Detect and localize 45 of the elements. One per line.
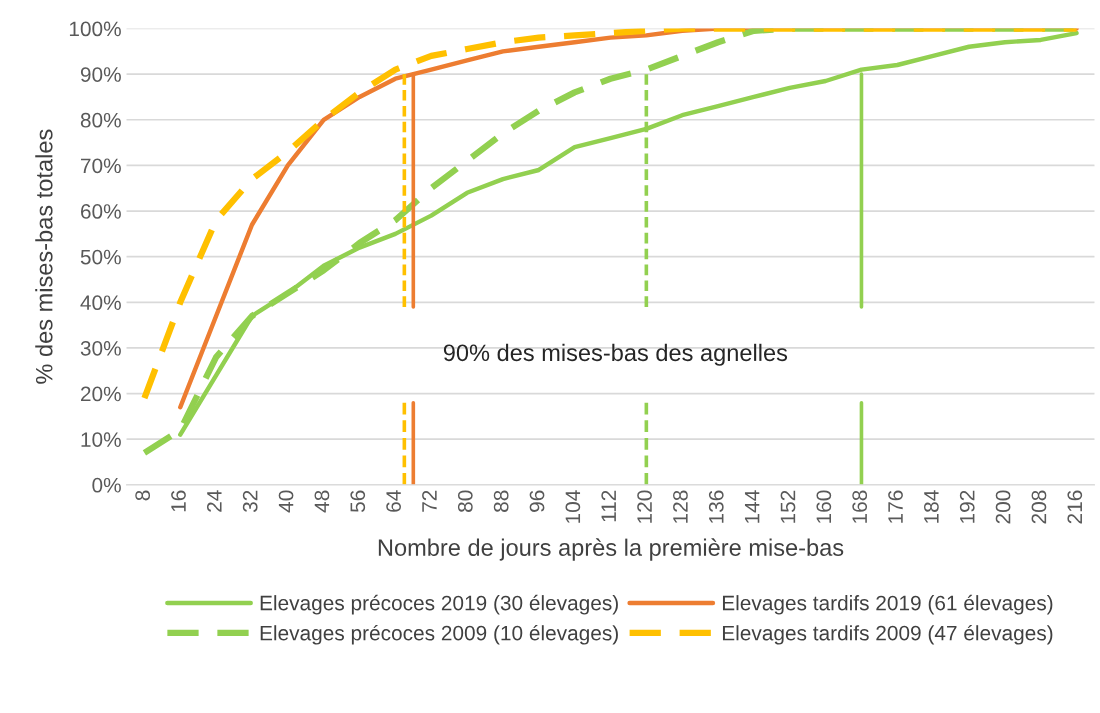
x-tick-label: 120 [637,490,652,523]
y-tick-label: 50% [80,249,121,265]
y-axis-title: % des mises-bas totales [35,129,53,384]
x-tick-label: 56 [350,490,366,513]
x-tick-label: 192 [959,490,975,523]
legend-label: Elevages précoces 2009 (10 élevages) [260,624,618,645]
x-tick-label: 72 [422,490,437,512]
x-tick-label: 16 [171,490,186,512]
x-tick-label: 96 [529,490,545,512]
x-tick-label: 80 [457,490,473,512]
x-tick-label: 184 [924,490,939,523]
y-tick-label: 60% [81,204,121,219]
y-tick-label: 40% [80,295,121,311]
x-tick-label: 48 [314,490,330,513]
x-tick-label: 24 [206,490,222,512]
x-tick-label: 216 [1067,490,1083,524]
x-tick-label: 112 [601,490,616,522]
y-tick-label: 100% [69,21,121,37]
y-tick-label: 30% [80,340,121,356]
x-tick-label: 144 [744,490,760,523]
x-tick-label: 200 [995,490,1011,524]
x-tick-label: 152 [780,490,796,523]
y-tick-label: 0% [92,477,121,493]
x-tick-label: 32 [242,490,258,513]
annotation: 90% des mises-bas des agnelles [443,343,788,366]
x-tick-label: 88 [493,490,509,512]
x-tick-label: 40 [278,490,294,513]
legend-label: Elevages tardifs 2009 (47 élevages) [722,624,1053,645]
x-tick-label: 208 [1031,490,1047,524]
x-tick-label: 8 [135,490,151,501]
y-tick-label: 10% [81,432,121,447]
legend-label: Elevages précoces 2019 (30 élevages) [260,594,618,615]
y-tick-label: 20% [80,386,121,402]
x-tick-label: 168 [852,490,868,523]
x-tick-label: 160 [816,490,832,523]
x-axis-title: Nombre de jours après la première mise-bas [378,538,844,561]
y-tick-label: 70% [81,158,121,174]
x-tick-label: 176 [888,490,903,523]
x-tick-label: 128 [673,490,688,523]
x-tick-label: 136 [708,490,724,523]
x-tick-label: 64 [386,490,401,512]
y-tick-label: 80% [80,112,121,128]
x-tick-label: 104 [565,490,581,523]
legend-label: Elevages tardifs 2019 (61 élevages) [722,594,1053,615]
y-tick-label: 90% [80,67,121,82]
